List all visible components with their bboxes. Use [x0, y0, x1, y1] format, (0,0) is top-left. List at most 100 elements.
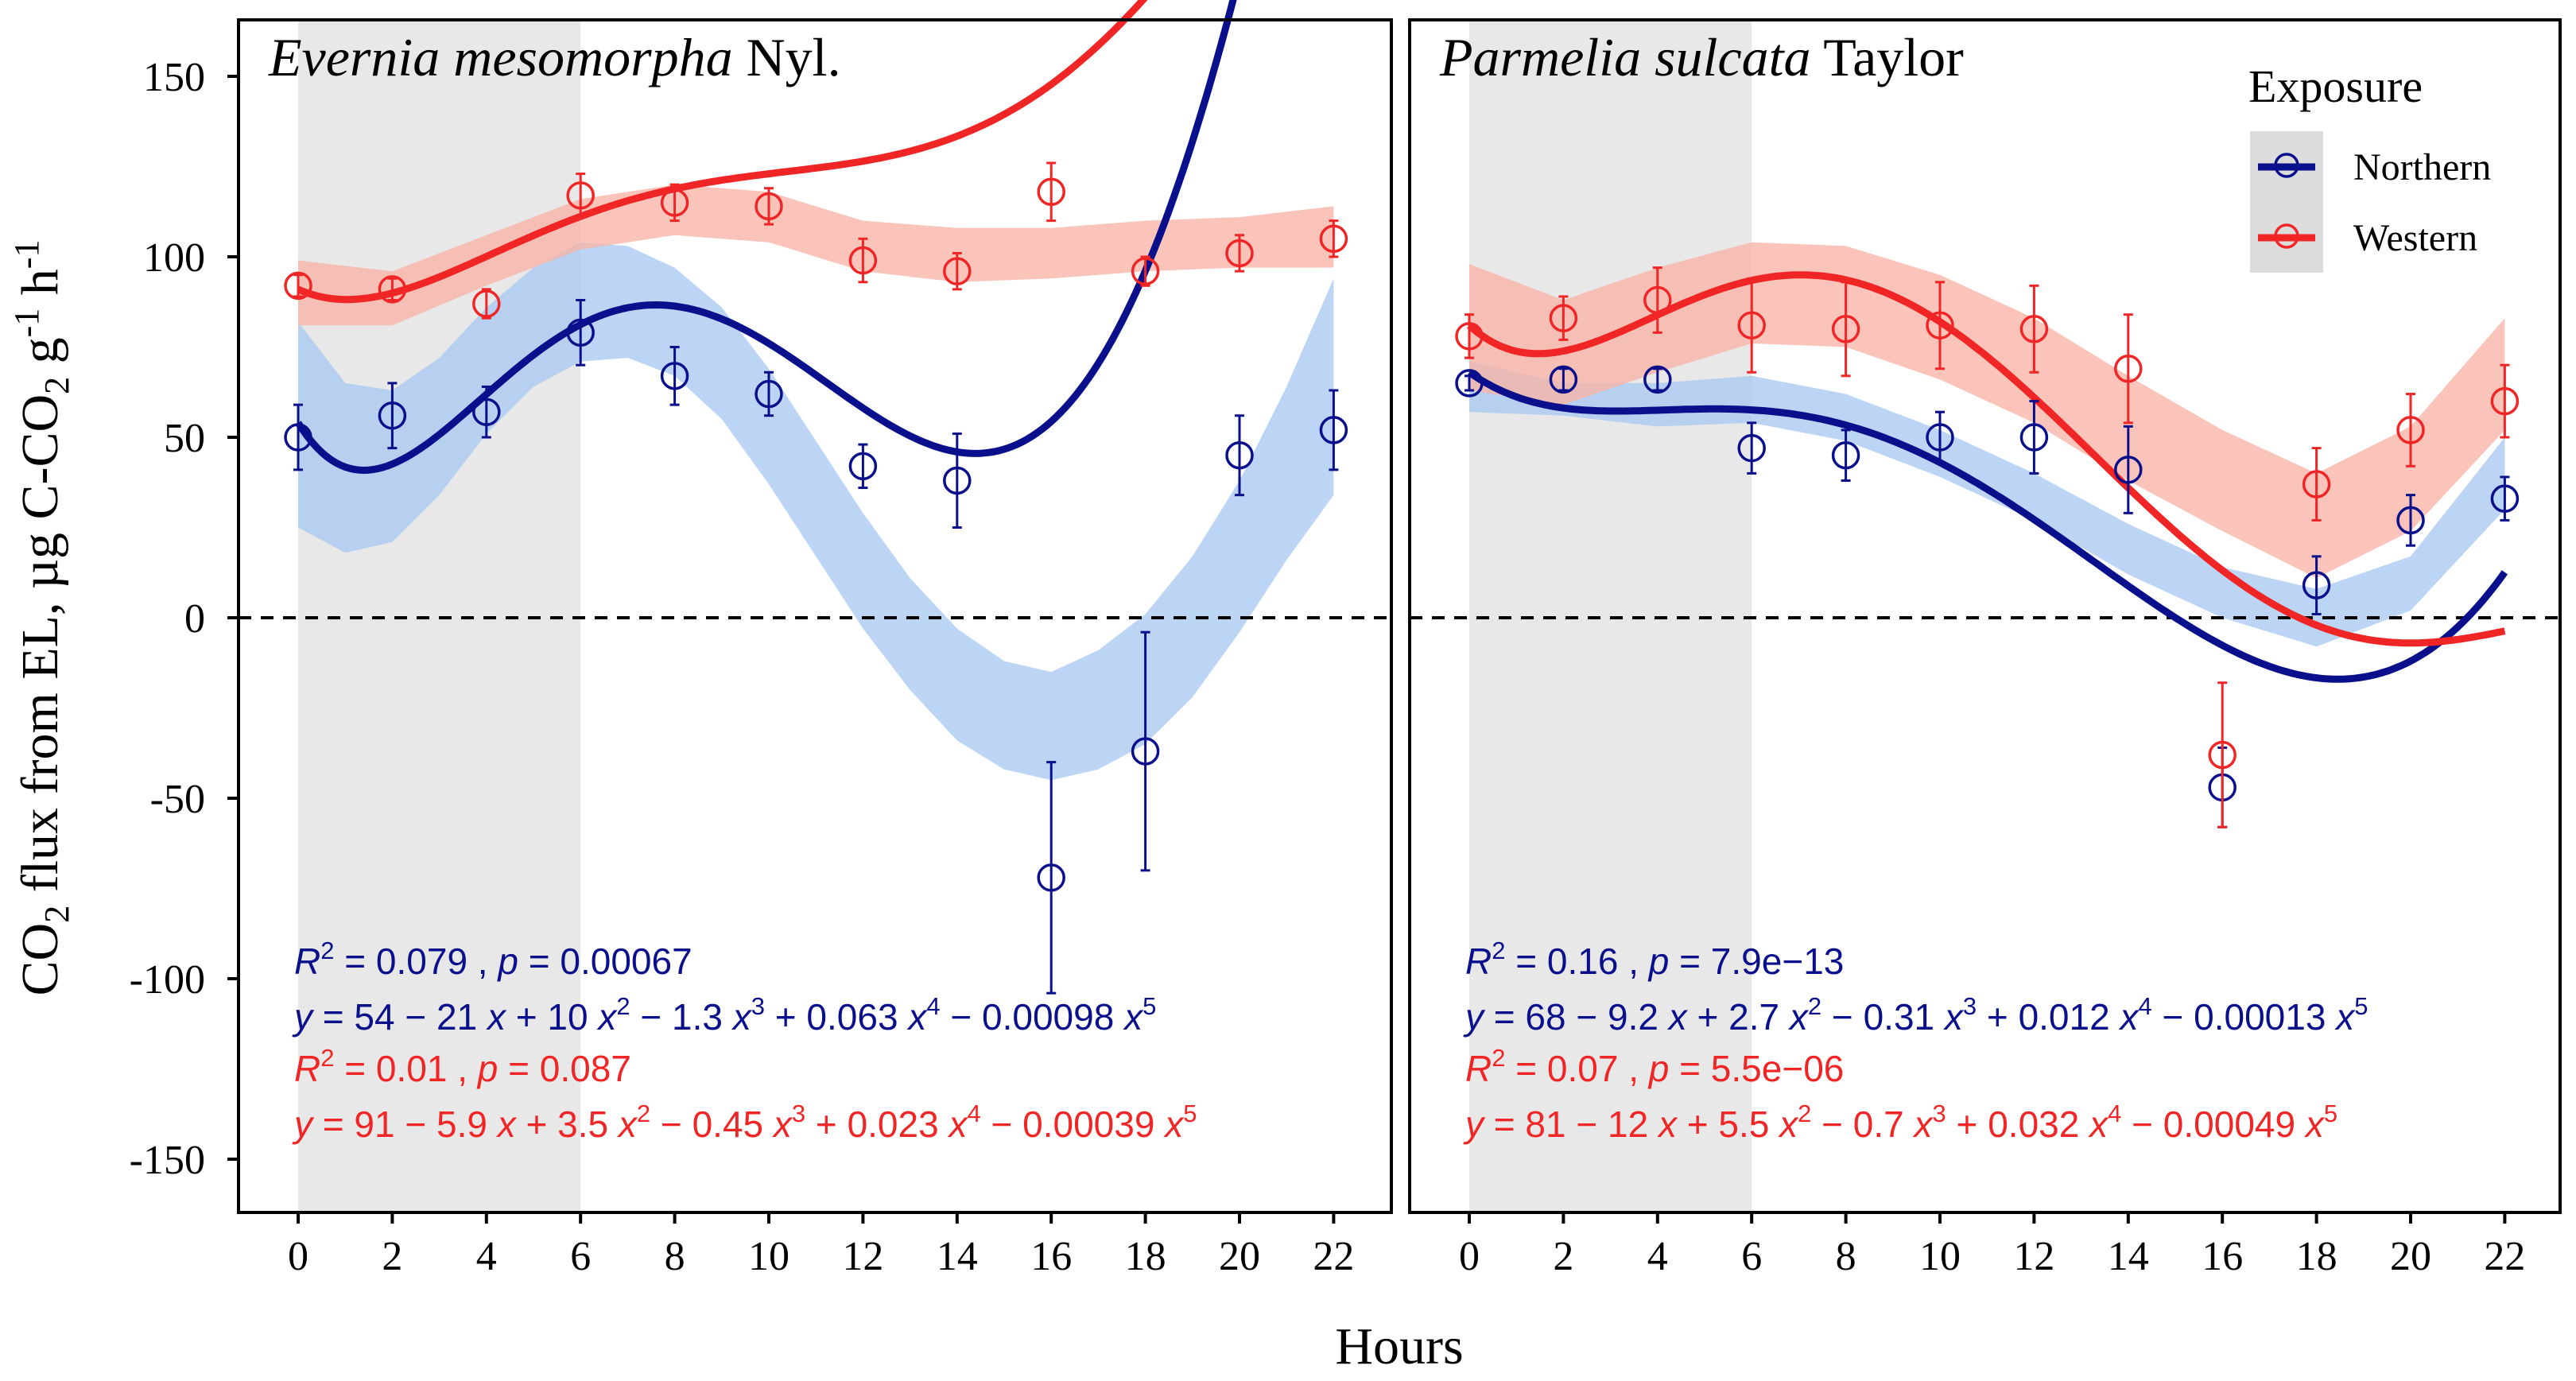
point-marker	[848, 452, 878, 481]
y-tick-label: -50	[150, 777, 205, 822]
x-tick-label: 22	[2484, 1234, 2525, 1279]
legend-marker-northern	[2274, 153, 2299, 178]
fit-equation-annotation: y = 91 − 5.9 x + 3.5 x2 − 0.45 x3 + 0.02…	[292, 1100, 1197, 1145]
data-point-western	[2490, 363, 2520, 439]
point-marker	[755, 192, 783, 221]
point-marker	[566, 181, 595, 210]
data-point-western	[1037, 161, 1065, 223]
data-point-western	[848, 237, 878, 284]
data-point-western	[284, 271, 312, 301]
data-point-western	[566, 173, 595, 219]
ci-band-northern	[1469, 361, 2505, 647]
point-marker	[566, 318, 595, 347]
x-tick-label: 18	[2296, 1234, 2337, 1279]
data-point-western	[1831, 281, 1860, 378]
x-tick-label: 8	[1836, 1234, 1856, 1279]
data-point-northern	[566, 298, 595, 367]
data-point-northern	[1455, 369, 1484, 398]
panel-title: Evernia mesomorpha Nyl.	[268, 27, 841, 87]
fit-stats-annotation: R2 = 0.16 , p = 7.9e−13	[1465, 937, 1844, 982]
point-marker	[1131, 257, 1160, 285]
data-point-northern	[660, 346, 689, 406]
y-axis-title: CO2 flux from EL, µg C-CO2 g-1 h-1	[7, 240, 76, 996]
data-point-northern	[755, 370, 783, 417]
legend-marker-western	[2274, 223, 2299, 249]
point-marker	[1737, 433, 1766, 463]
point-marker	[2396, 416, 2425, 444]
point-marker	[1831, 440, 1860, 470]
data-point-northern	[2302, 555, 2331, 615]
data-point-northern	[1225, 414, 1254, 497]
point-marker	[1643, 285, 1672, 315]
point-marker	[1225, 239, 1254, 268]
panel-frame	[1408, 18, 2562, 1214]
point-marker	[2302, 571, 2331, 599]
point-marker	[284, 423, 312, 452]
data-point-western	[1643, 266, 1672, 334]
fit-line-northern	[295, 0, 1237, 474]
x-tick-label: 2	[1553, 1234, 1573, 1279]
x-tick-label: 10	[1919, 1234, 1961, 1279]
point-marker	[1737, 311, 1766, 340]
x-tick-label: 12	[2013, 1234, 2054, 1279]
point-marker	[2114, 354, 2143, 383]
data-point-northern	[1737, 421, 1766, 475]
point-marker	[1455, 322, 1484, 351]
x-tick-label: 20	[1219, 1234, 1260, 1279]
data-point-northern	[2490, 475, 2520, 522]
panel-2: 0 2 4 6 8 10 12 14 16 18 20 22 Parmelia sulcata Tayl…	[1408, 18, 2562, 1279]
data-point-western	[660, 183, 689, 223]
data-point-western	[1549, 295, 1578, 341]
point-marker	[755, 379, 783, 409]
point-marker	[2208, 740, 2237, 770]
x-tick-label: 6	[1741, 1234, 1762, 1279]
point-marker	[1831, 315, 1860, 343]
x-tick-label: 4	[1647, 1234, 1668, 1279]
y-tick-label: 100	[143, 235, 205, 281]
x-tick-label: 6	[570, 1234, 591, 1279]
point-marker	[660, 188, 689, 217]
fit-stats-annotation: R2 = 0.01 , p = 0.087	[294, 1044, 631, 1089]
x-tick-label: 16	[2202, 1234, 2243, 1279]
x-tick-label: 8	[665, 1234, 685, 1279]
point-marker	[1926, 423, 1954, 452]
legend-label-northern: Northern	[2353, 146, 2491, 188]
fit-line-western	[1467, 271, 2506, 647]
data-point-northern	[1643, 365, 1672, 394]
data-point-western	[943, 251, 972, 291]
point-marker	[1549, 365, 1578, 394]
y-tick-label: 150	[143, 55, 205, 100]
data-point-western	[755, 187, 783, 226]
point-marker	[1455, 369, 1484, 398]
point-marker	[848, 246, 878, 275]
data-point-northern	[1319, 389, 1348, 471]
fit-line-western	[297, 0, 1148, 304]
point-marker	[1319, 224, 1348, 254]
x-tick-label: 4	[476, 1234, 497, 1279]
legend-key-background	[2250, 131, 2323, 273]
point-marker	[1549, 304, 1578, 332]
data-point-northern	[848, 443, 878, 490]
point-marker	[1643, 365, 1672, 394]
ci-band-western	[1469, 242, 2505, 579]
y-tick-label: 50	[164, 416, 205, 461]
data-point-northern	[943, 432, 972, 529]
data-point-northern	[472, 385, 501, 439]
x-tick-label: 0	[1459, 1234, 1480, 1279]
data-point-western	[1225, 234, 1254, 273]
fit-equation-annotation: y = 68 − 9.2 x + 2.7 x2 − 0.31 x3 + 0.01…	[1463, 992, 2368, 1038]
x-tick-label: 12	[842, 1234, 883, 1279]
data-point-northern	[1131, 630, 1160, 872]
point-marker	[472, 398, 501, 426]
point-marker	[2490, 386, 2520, 416]
data-point-northern	[1926, 410, 1954, 464]
data-point-northern	[2114, 425, 2143, 514]
point-marker	[1037, 863, 1065, 892]
data-point-western	[2208, 681, 2237, 828]
point-marker	[2302, 470, 2331, 498]
point-marker	[1131, 737, 1160, 766]
data-point-western	[1455, 313, 1484, 359]
point-marker	[2019, 423, 2049, 452]
point-marker	[2114, 456, 2143, 484]
